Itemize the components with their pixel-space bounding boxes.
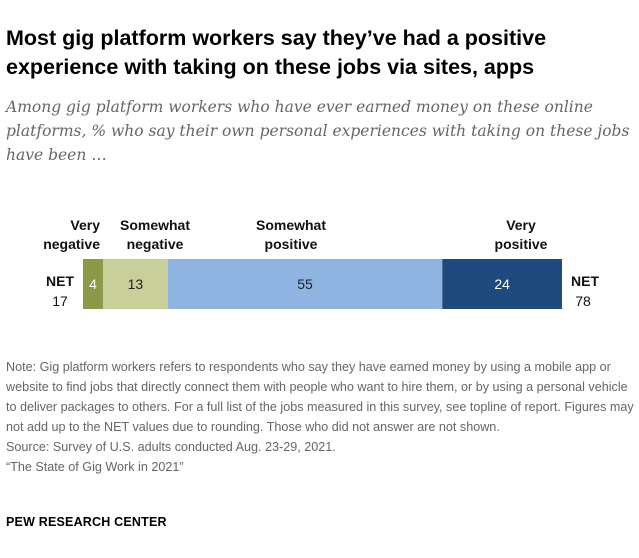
net-negative-value: 17 xyxy=(52,293,68,309)
category-label-4-line-2: positive xyxy=(495,236,548,252)
category-label-2-line-1: Somewhat xyxy=(120,217,190,233)
bar-segment-2 xyxy=(102,259,168,309)
stacked-bar-chart: 4 Very negative 13 Somewhat negative 55 Somewha… xyxy=(43,217,599,309)
category-label-2-line-2: negative xyxy=(127,236,184,252)
bar-value-4: 24 xyxy=(494,276,510,292)
net-positive-label: NET xyxy=(571,273,599,289)
category-label-1-line-1: Very xyxy=(70,217,100,233)
note-text: Note: Gig platform workers refers to res… xyxy=(6,360,634,434)
bar-value-1: 4 xyxy=(89,276,97,292)
report-title: “The State of Gig Work in 2021” xyxy=(6,460,184,474)
bar-value-3: 55 xyxy=(297,276,313,292)
bar-segment-4 xyxy=(442,259,562,309)
category-label-1-line-2: negative xyxy=(43,236,100,252)
bar-segment-3 xyxy=(167,259,443,309)
pew-logo-text: PEW RESEARCH CENTER xyxy=(6,515,167,529)
source-text: Source: Survey of U.S. adults conducted … xyxy=(6,440,336,454)
chart-notes: Note: Gig platform workers refers to res… xyxy=(6,357,636,477)
bar-segment-1 xyxy=(83,259,103,309)
chart-title: Most gig platform workers say they’ve ha… xyxy=(6,26,547,79)
category-label-3-line-2: positive xyxy=(265,236,318,252)
net-negative-label: NET xyxy=(46,273,74,289)
chart-subtitle: Among gig platform workers who have ever… xyxy=(6,98,630,164)
bar-value-2: 13 xyxy=(128,276,144,292)
category-label-4-line-1: Very xyxy=(506,217,536,233)
category-label-3-line-1: Somewhat xyxy=(256,217,326,233)
net-positive-value: 78 xyxy=(575,293,591,309)
